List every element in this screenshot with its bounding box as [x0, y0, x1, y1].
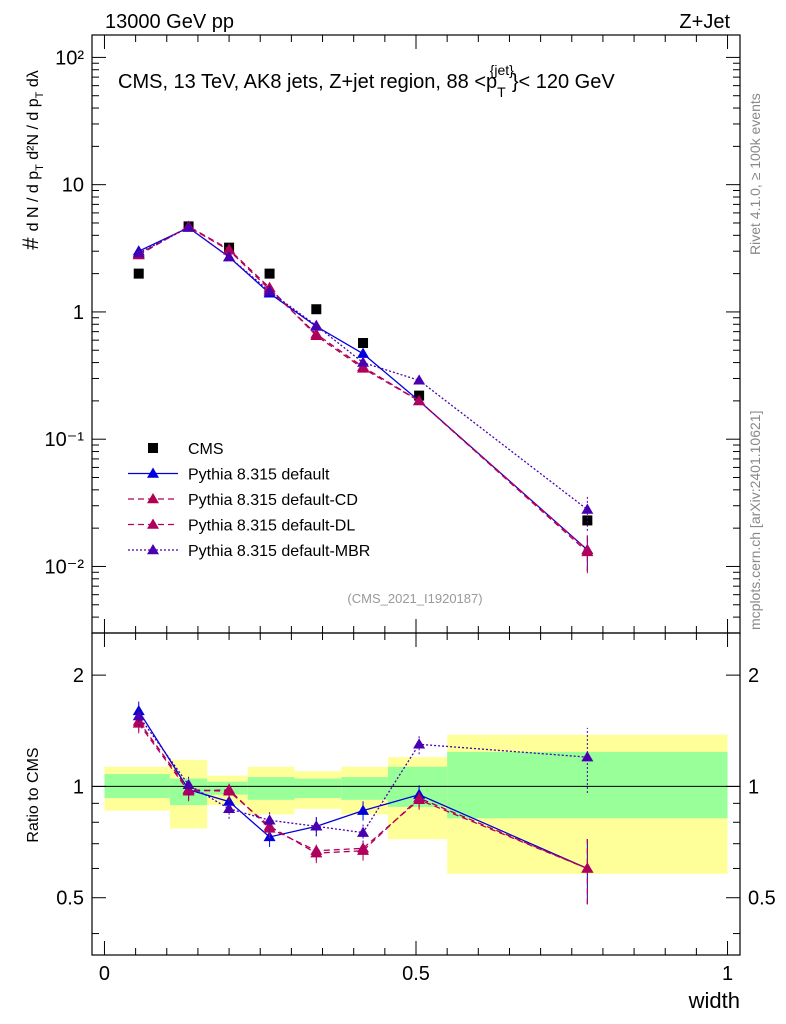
header-right: Z+Jet — [679, 11, 730, 33]
mc-point — [357, 356, 370, 367]
series-line-4 — [138, 226, 588, 511]
mc-point — [413, 374, 426, 385]
ratio-y-tick-label: 0.5 — [56, 888, 84, 910]
x-tick-label: 1 — [722, 963, 733, 985]
lower-plot: 0 0.5 1 0.5 0.5 1 1 2 2 — [56, 632, 776, 985]
legend-marker — [147, 544, 159, 555]
x-tick-label: 0.5 — [402, 963, 430, 985]
legend-marker — [147, 493, 159, 504]
legend-label: Pythia 8.315 default-CD — [188, 492, 358, 509]
mc-point — [223, 244, 236, 255]
y-tick-label: 1 — [73, 302, 84, 324]
band-green — [247, 777, 295, 800]
ratio-y-tick-label-right: 0.5 — [748, 888, 776, 910]
band-green — [341, 777, 388, 800]
ratio-y-tick-label-right: 1 — [748, 776, 759, 798]
ratio-line-3 — [138, 723, 588, 870]
ratio-line-4 — [138, 715, 588, 834]
legend-marker — [147, 518, 159, 529]
legend-label: Pythia 8.315 default-DL — [188, 518, 355, 535]
ratio-y-tick-label: 2 — [73, 665, 84, 687]
mc-point — [413, 394, 426, 406]
side-text-top: Rivet 4.1.0, ≥ 100k events — [747, 93, 763, 255]
cms-point — [582, 515, 593, 526]
ratio-point — [413, 793, 426, 805]
mc-point — [263, 285, 276, 296]
ratio-point — [132, 717, 145, 728]
mc-point — [581, 503, 594, 514]
ratio-point — [223, 802, 236, 813]
legend-marker — [147, 467, 159, 478]
y-tick-label: 10⁻² — [45, 556, 85, 578]
upper-series — [132, 220, 594, 574]
title-sup: {jet} — [490, 62, 514, 78]
legend-label: Pythia 8.315 default-MBR — [188, 543, 370, 560]
title-sub: T — [497, 84, 506, 100]
mc-point — [310, 328, 323, 339]
svg-text:# d N / d pT d²N / d pT dλ: # d N / d pT d²N / d pT dλ — [18, 70, 46, 249]
ratio-point — [263, 814, 276, 825]
lower-ylabel: Ratio to CMS — [25, 747, 42, 842]
mc-point — [310, 319, 323, 330]
ratio-point — [357, 842, 370, 853]
y-tick-label: 10⁻¹ — [45, 429, 85, 451]
y-tick-label: 10 — [62, 175, 84, 197]
title-end: }< 120 GeV — [512, 71, 616, 93]
legend-label: CMS — [188, 441, 224, 458]
ratio-point — [357, 826, 370, 837]
ratio-bands — [92, 734, 740, 874]
mc-point — [223, 251, 236, 262]
band-green — [447, 751, 728, 819]
ratio-point — [413, 738, 426, 749]
ratio-point — [581, 751, 594, 762]
upper-ticks: 10⁻² 10⁻¹ 1 10 10² — [45, 35, 740, 634]
lower-ticks: 0 0.5 1 0.5 0.5 1 1 2 2 — [56, 633, 776, 985]
upper-ylabel: # d N / d pT d²N / d pT dλ — [18, 70, 46, 249]
ratio-point — [182, 778, 195, 790]
legend-label: Pythia 8.315 default — [188, 467, 330, 484]
side-text-bottom: mcplots.cern.ch [arXiv:2401.10621] — [747, 411, 763, 630]
x-tick-label: 0 — [99, 963, 110, 985]
series-line-3 — [138, 226, 588, 551]
cms-point — [264, 268, 275, 279]
upper-plot: 10⁻² 10⁻¹ 1 10 10² CMS, 13 TeV, AK8 jets, Z+… — [45, 34, 741, 634]
lower-series — [132, 701, 594, 905]
ratio-point — [223, 783, 236, 794]
mc-point — [132, 247, 145, 258]
ratio-point — [310, 844, 323, 855]
cms-point — [358, 338, 369, 349]
mc-point — [182, 221, 195, 232]
x-axis-label: width — [688, 988, 740, 1013]
legend: CMS Pythia 8.315 default Pythia 8.315 defa… — [128, 441, 370, 560]
band-green — [294, 778, 342, 799]
ratio-point — [581, 862, 594, 873]
mc-point — [581, 543, 594, 555]
plot-title: CMS, 13 TeV, AK8 jets, Z+jet region, 88 … — [118, 62, 615, 100]
legend-marker — [148, 443, 158, 453]
cms-point — [133, 268, 144, 279]
ratio-point — [310, 820, 323, 831]
cms-point — [311, 304, 322, 315]
analysis-id: (CMS_2021_I1920187) — [347, 591, 482, 606]
ratio-line-2 — [138, 720, 588, 870]
ratio-point — [263, 822, 276, 833]
title-main: CMS, 13 TeV, AK8 jets, Z+jet region, 88 … — [118, 71, 497, 93]
y-tick-label: 10² — [55, 47, 84, 69]
header-left: 13000 GeV pp — [105, 11, 234, 33]
ratio-point — [357, 804, 370, 815]
ratio-point — [132, 710, 145, 721]
mc-point — [357, 347, 370, 358]
ratio-y-tick-label: 1 — [73, 776, 84, 798]
ratio-y-tick-label-right: 2 — [748, 665, 759, 687]
